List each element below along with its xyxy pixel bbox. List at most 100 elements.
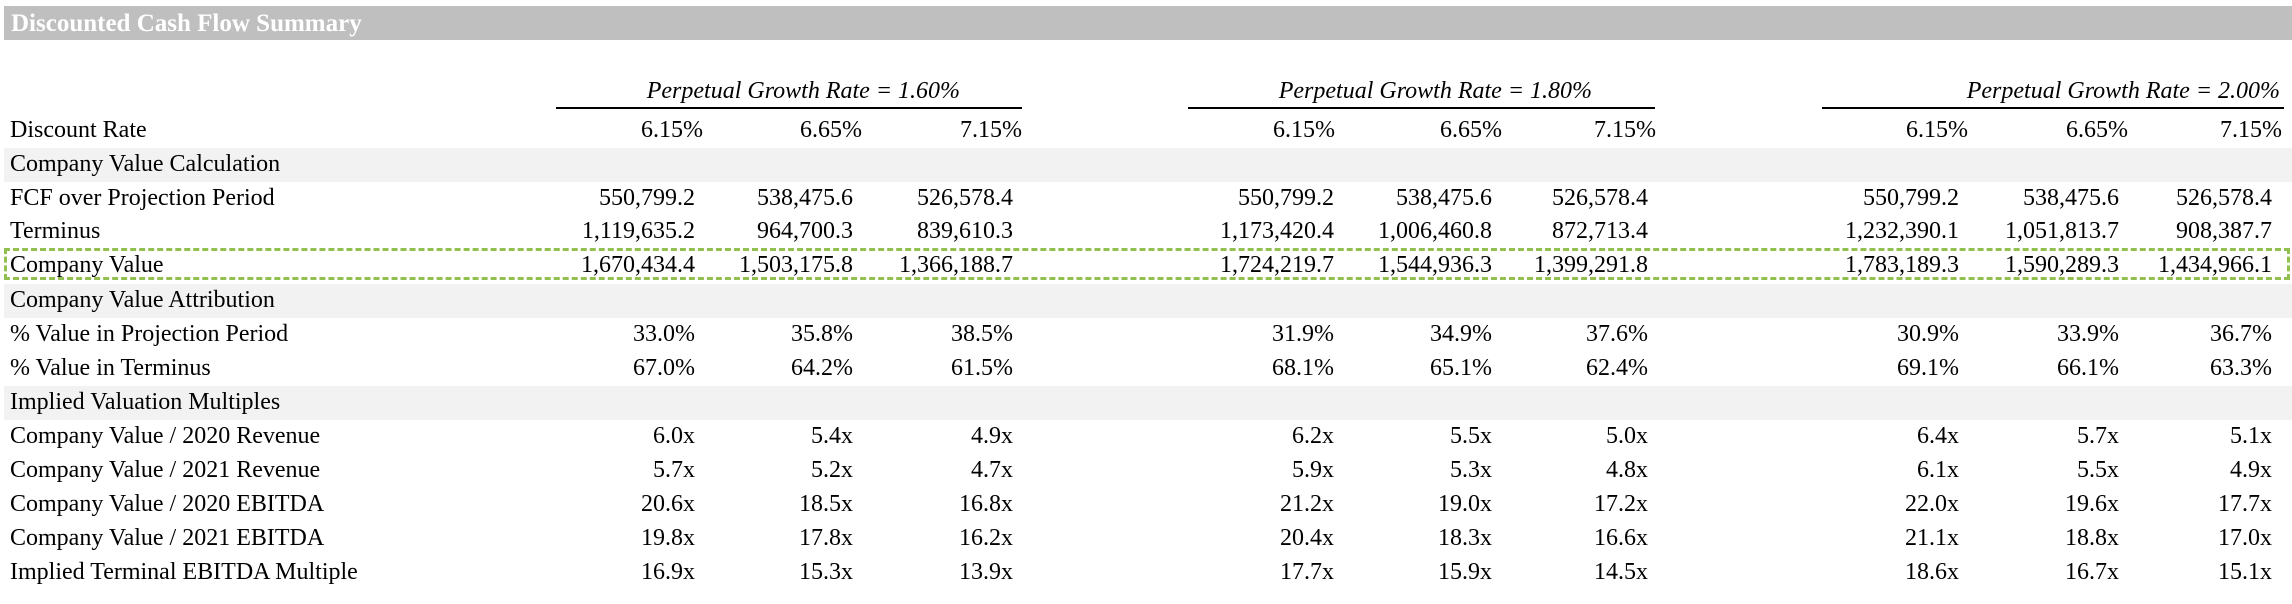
table-cell: 14.5x <box>1594 559 1648 585</box>
table-cell: 1,051,813.7 <box>2005 218 2119 244</box>
table-cell: 15.3x <box>799 559 853 585</box>
table-cell: 4.8x <box>1606 457 1648 483</box>
table-cell: 20.4x <box>1280 525 1334 551</box>
row-label-company-value: Company Value <box>10 252 164 278</box>
discount-rate-label: Discount Rate <box>10 117 147 143</box>
table-cell: 33.0% <box>633 321 695 347</box>
table-cell: 20.6x <box>641 491 695 517</box>
table-cell: 37.6% <box>1586 321 1648 347</box>
table-cell: 5.5x <box>2077 457 2119 483</box>
table-cell: 17.7x <box>1280 559 1334 585</box>
discount-rate-value: 6.15% <box>1273 117 1335 143</box>
section-band-multiples <box>4 386 2292 420</box>
table-cell: 526,578.4 <box>917 185 1013 211</box>
table-cell: 16.8x <box>959 491 1013 517</box>
table-cell: 872,713.4 <box>1552 218 1648 244</box>
table-cell: 67.0% <box>633 355 695 381</box>
table-cell: 17.2x <box>1594 491 1648 517</box>
table-cell: 5.0x <box>1606 423 1648 449</box>
group-underline-2 <box>1188 107 1655 109</box>
table-cell: 1,434,966.1 <box>2158 252 2272 278</box>
section-label-value-attr: Company Value Attribution <box>10 287 275 313</box>
table-cell: 6.2x <box>1292 423 1334 449</box>
table-cell: 5.2x <box>811 457 853 483</box>
table-cell: 36.7% <box>2210 321 2272 347</box>
table-cell: 18.6x <box>1905 559 1959 585</box>
table-cell: 1,399,291.8 <box>1534 252 1648 278</box>
table-cell: 33.9% <box>2057 321 2119 347</box>
discount-rate-value: 7.15% <box>1594 117 1656 143</box>
table-cell: 964,700.3 <box>757 218 853 244</box>
table-cell: 62.4% <box>1586 355 1648 381</box>
table-cell: 1,119,635.2 <box>581 218 695 244</box>
discount-rate-value: 6.65% <box>2066 117 2128 143</box>
row-label-pct-terminus: % Value in Terminus <box>10 355 211 381</box>
table-cell: 18.5x <box>799 491 853 517</box>
group-header-3: Perpetual Growth Rate = 2.00% <box>1966 78 2280 104</box>
table-cell: 526,578.4 <box>1552 185 1648 211</box>
table-cell: 16.7x <box>2065 559 2119 585</box>
group-underline-1 <box>556 107 1022 109</box>
table-cell: 538,475.6 <box>757 185 853 211</box>
table-cell: 21.1x <box>1905 525 1959 551</box>
table-cell: 17.8x <box>799 525 853 551</box>
table-cell: 4.9x <box>971 423 1013 449</box>
table-cell: 839,610.3 <box>917 218 1013 244</box>
table-cell: 65.1% <box>1430 355 1492 381</box>
table-cell: 1,232,390.1 <box>1845 218 1959 244</box>
table-cell: 17.7x <box>2218 491 2272 517</box>
table-cell: 30.9% <box>1897 321 1959 347</box>
table-cell: 15.9x <box>1438 559 1492 585</box>
sheet-title: Discounted Cash Flow Summary <box>11 10 362 37</box>
table-cell: 16.2x <box>959 525 1013 551</box>
table-cell: 5.1x <box>2230 423 2272 449</box>
table-cell: 16.6x <box>1594 525 1648 551</box>
table-cell: 1,503,175.8 <box>739 252 853 278</box>
section-label-value-calc: Company Value Calculation <box>10 151 281 177</box>
table-cell: 5.9x <box>1292 457 1334 483</box>
table-cell: 1,590,289.3 <box>2005 252 2119 278</box>
table-cell: 6.0x <box>653 423 695 449</box>
table-cell: 538,475.6 <box>1396 185 1492 211</box>
table-cell: 6.1x <box>1917 457 1959 483</box>
table-cell: 526,578.4 <box>2176 185 2272 211</box>
table-cell: 1,173,420.4 <box>1220 218 1334 244</box>
table-cell: 5.7x <box>2077 423 2119 449</box>
table-cell: 1,670,434.4 <box>581 252 695 278</box>
group-header-1: Perpetual Growth Rate = 1.60% <box>646 78 960 104</box>
section-label-multiples: Implied Valuation Multiples <box>10 389 281 415</box>
discount-rate-value: 6.15% <box>1906 117 1968 143</box>
table-cell: 1,006,460.8 <box>1378 218 1492 244</box>
table-cell: 1,783,189.3 <box>1845 252 1959 278</box>
table-cell: 18.8x <box>2065 525 2119 551</box>
table-cell: 21.2x <box>1280 491 1334 517</box>
row-label-fcf: FCF over Projection Period <box>10 185 275 211</box>
table-cell: 908,387.7 <box>2176 218 2272 244</box>
table-cell: 38.5% <box>951 321 1013 347</box>
table-cell: 4.9x <box>2230 457 2272 483</box>
table-cell: 19.8x <box>641 525 695 551</box>
table-cell: 13.9x <box>959 559 1013 585</box>
table-cell: 1,544,936.3 <box>1378 252 1492 278</box>
group-underline-3 <box>1822 107 2284 109</box>
table-cell: 19.0x <box>1438 491 1492 517</box>
row-label-cv-2021-ebitda: Company Value / 2021 EBITDA <box>10 525 325 551</box>
row-label-pct-projection: % Value in Projection Period <box>10 321 289 347</box>
group-header-2: Perpetual Growth Rate = 1.80% <box>1278 78 1592 104</box>
table-cell: 1,724,219.7 <box>1220 252 1334 278</box>
row-label-cv-2020-ebitda: Company Value / 2020 EBITDA <box>10 491 325 517</box>
title-bar: Discounted Cash Flow Summary <box>4 6 2292 40</box>
discount-rate-value: 7.15% <box>960 117 1022 143</box>
discount-rate-value: 6.15% <box>641 117 703 143</box>
table-cell: 69.1% <box>1897 355 1959 381</box>
table-cell: 5.7x <box>653 457 695 483</box>
table-cell: 35.8% <box>791 321 853 347</box>
table-cell: 22.0x <box>1905 491 1959 517</box>
section-band-value-attr <box>4 284 2292 318</box>
company-value-highlight <box>4 248 2290 280</box>
table-cell: 61.5% <box>951 355 1013 381</box>
table-cell: 1,366,188.7 <box>899 252 1013 278</box>
table-cell: 18.3x <box>1438 525 1492 551</box>
table-cell: 63.3% <box>2210 355 2272 381</box>
